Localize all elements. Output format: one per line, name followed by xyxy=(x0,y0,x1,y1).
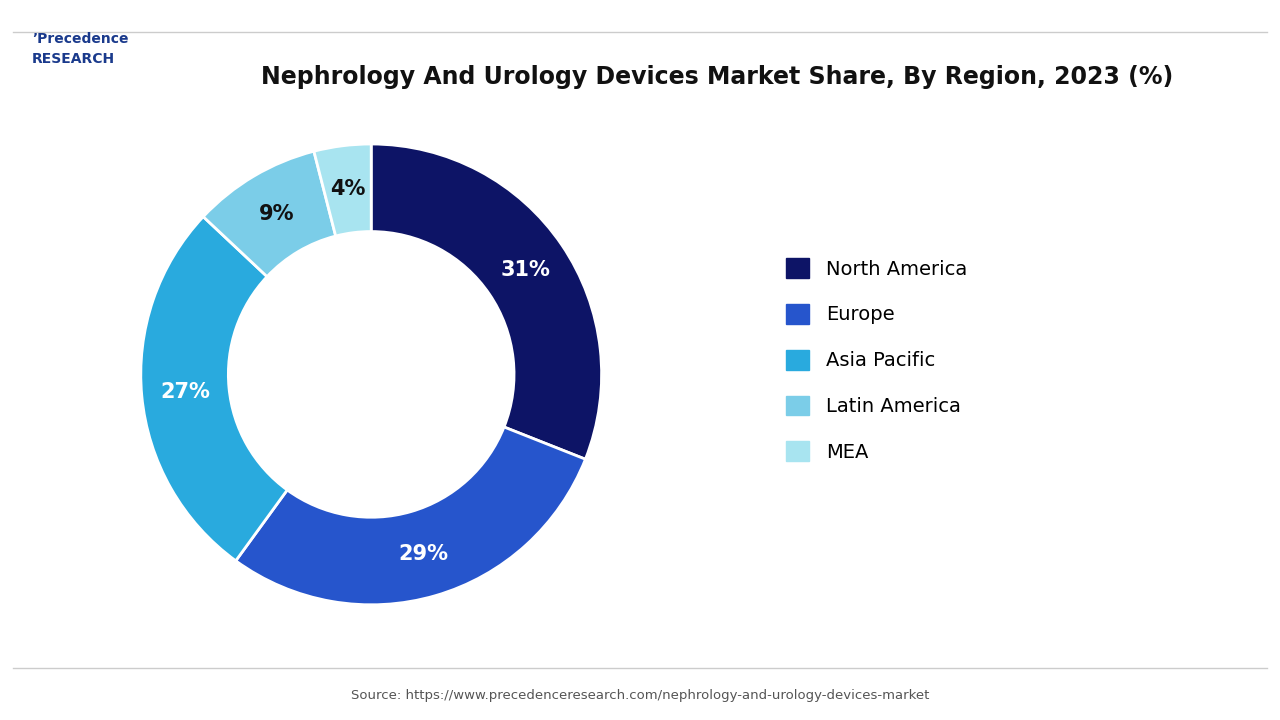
Wedge shape xyxy=(314,144,371,236)
Wedge shape xyxy=(371,144,602,459)
Text: 4%: 4% xyxy=(330,179,366,199)
Text: Nephrology And Urology Devices Market Share, By Region, 2023 (%): Nephrology And Urology Devices Market Sh… xyxy=(261,65,1172,89)
Text: 31%: 31% xyxy=(500,259,550,279)
Text: ’Precedence
RESEARCH: ’Precedence RESEARCH xyxy=(32,32,128,66)
Text: Source: https://www.precedenceresearch.com/nephrology-and-urology-devices-market: Source: https://www.precedenceresearch.c… xyxy=(351,689,929,702)
Text: 29%: 29% xyxy=(398,544,448,564)
Text: 9%: 9% xyxy=(259,204,294,224)
Wedge shape xyxy=(236,427,585,605)
Legend: North America, Europe, Asia Pacific, Latin America, MEA: North America, Europe, Asia Pacific, Lat… xyxy=(778,251,975,469)
Wedge shape xyxy=(141,217,287,561)
Wedge shape xyxy=(204,151,335,276)
Text: 27%: 27% xyxy=(160,382,210,402)
